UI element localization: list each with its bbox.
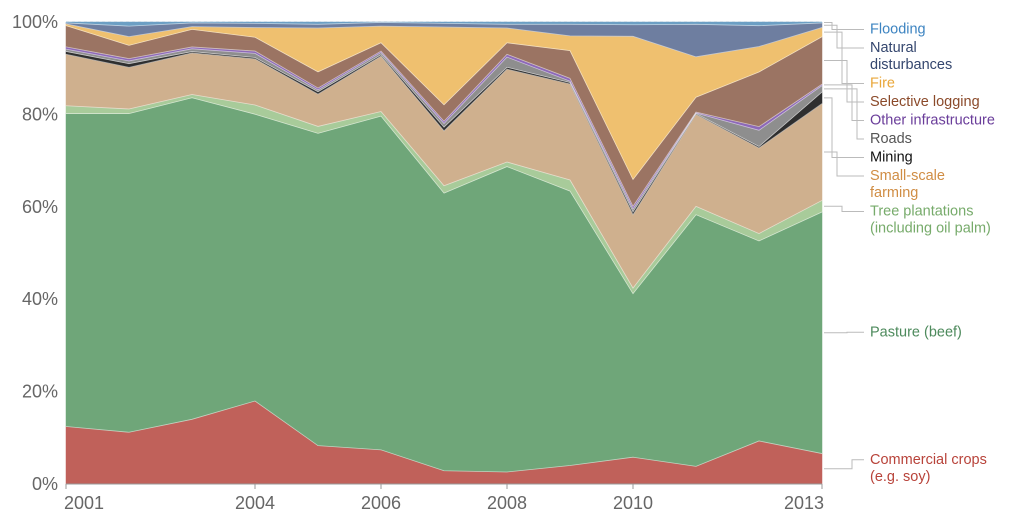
legend-label: Selective logging <box>870 94 980 110</box>
x-tick-label: 2004 <box>235 493 275 513</box>
legend-connector <box>824 88 864 140</box>
legend-label: Mining <box>870 150 913 166</box>
legend-label: Tree plantations <box>870 204 973 220</box>
legend-label: Roads <box>870 131 912 147</box>
legend-item-fire: Fire <box>824 31 895 92</box>
legend-item-selective-logging: Selective logging <box>824 60 980 110</box>
legend-label: Commercial crops <box>870 452 987 468</box>
y-tick-label: 100% <box>12 12 58 32</box>
y-tick-label: 60% <box>22 197 58 217</box>
separator-other-infrastructure <box>65 46 823 208</box>
legend-label: (including oil palm) <box>870 221 991 237</box>
separator-fire <box>65 23 823 58</box>
x-tick-label: 2010 <box>613 493 653 513</box>
x-tick-label: 2006 <box>361 493 401 513</box>
legend-label: Natural <box>870 40 917 56</box>
legend-connector <box>824 21 864 30</box>
legend-connector <box>824 97 864 158</box>
legend-label: Other infrastructure <box>870 113 995 129</box>
y-tick-label: 0% <box>32 474 58 494</box>
legend-connector <box>824 331 864 334</box>
axes: 0% 20% 40% 60% 80% 100% 2001 2004 2006 2008 2010 20… <box>12 12 824 513</box>
legend-connector <box>824 84 864 121</box>
separator-natural-disturbances <box>65 22 823 27</box>
legend-connector <box>824 459 864 470</box>
legend-label: Pasture (beef) <box>870 324 962 340</box>
legend-item-commercial-crops-e-g-soy: Commercial crops(e.g. soy) <box>824 452 987 485</box>
legend-label: (e.g. soy) <box>870 469 930 485</box>
area-series <box>65 21 823 485</box>
legend-label: farming <box>870 185 918 201</box>
legend-label: Small-scale <box>870 168 945 184</box>
legend-item-tree-plantations-including-oil-palm: Tree plantations(including oil palm) <box>824 204 991 237</box>
y-tick-label: 40% <box>22 289 58 309</box>
y-tick-label: 20% <box>22 382 58 402</box>
separator-commercial-crops-e-g-soy <box>65 400 823 473</box>
legend-label: Flooding <box>870 22 926 38</box>
separator-roads <box>65 48 823 210</box>
legend-item-flooding: Flooding <box>824 22 926 38</box>
legend-connector <box>824 31 864 84</box>
legend-connector <box>824 151 864 177</box>
legend: FloodingNaturaldisturbancesFireSelective… <box>824 22 995 485</box>
separator-pasture-beef <box>65 97 823 295</box>
x-tick-label: 2001 <box>64 493 104 513</box>
legend-item-pasture-beef: Pasture (beef) <box>824 324 962 340</box>
legend-connector <box>824 24 864 49</box>
x-tick-label: 2013 <box>784 493 824 513</box>
legend-connector <box>824 60 864 103</box>
legend-item-roads: Roads <box>824 88 912 147</box>
x-tick-label: 2008 <box>487 493 527 513</box>
y-tick-label: 80% <box>22 104 58 124</box>
legend-connector <box>824 205 864 212</box>
separator-selective-logging <box>65 25 823 181</box>
legend-item-other-infrastructure: Other infrastructure <box>824 84 995 129</box>
separator-tree-plantations-including-oil-palm <box>65 94 823 289</box>
legend-label: disturbances <box>870 57 952 73</box>
separator-small-scale-farming <box>65 52 823 216</box>
legend-label: Fire <box>870 76 895 92</box>
legend-item-mining: Mining <box>824 97 913 166</box>
